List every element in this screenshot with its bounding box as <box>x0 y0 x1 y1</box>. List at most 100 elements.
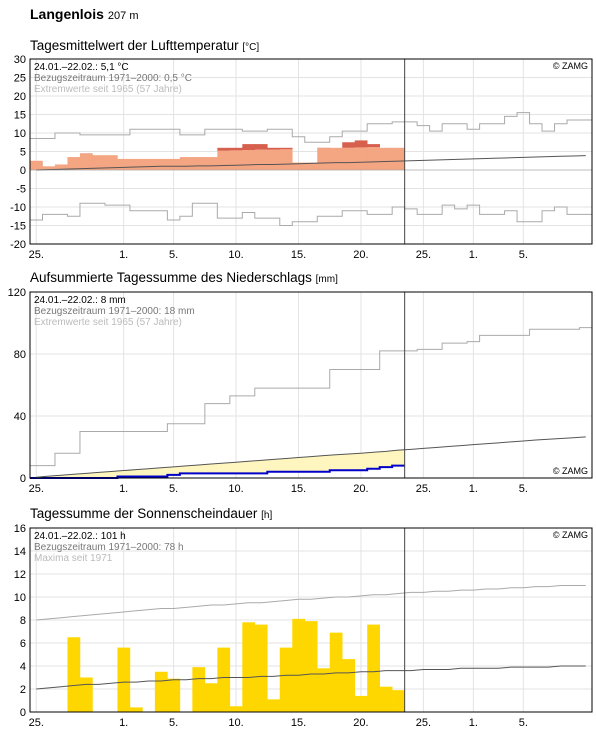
sun-y-tick-label: 10 <box>14 592 26 604</box>
sun-frame <box>29 527 593 713</box>
temp-day-bar <box>242 150 256 170</box>
sun-legend-line-1: Bezugszeitraum 1971–2000: 78 h <box>34 542 184 553</box>
sun-maxima-line <box>36 585 586 621</box>
precip-x-tick-label: 15. <box>291 483 306 495</box>
sun-day-bar <box>67 637 81 712</box>
sun-day-bar <box>217 647 231 712</box>
temp-day-bar <box>204 157 218 170</box>
temp-day-bar <box>217 150 231 170</box>
sun-day-bar <box>254 624 268 712</box>
sun-x-tick-label: 1. <box>119 717 128 729</box>
sun-day-bar <box>154 671 168 712</box>
precip-x-tick-label: 20. <box>353 483 368 495</box>
sun-copyright: © ZAMG <box>553 530 588 540</box>
sun-y-tick-label: 4 <box>20 661 26 673</box>
sun-day-bar <box>342 659 356 712</box>
temp-day-bar <box>192 157 206 170</box>
temp-day-bar <box>79 153 93 170</box>
sun-day-bar <box>292 618 306 712</box>
temp-y-tick-label: -5 <box>16 184 26 196</box>
sun-y-tick-label: 14 <box>14 546 26 558</box>
precip-x-tick-label: 1. <box>119 483 128 495</box>
precip-reference-line <box>36 436 586 478</box>
sun-day-bar <box>167 678 181 712</box>
temp-day-bar <box>292 162 306 170</box>
temp-frame <box>29 58 593 245</box>
temp-day-bar <box>142 158 156 170</box>
sun-day-bar <box>129 707 143 712</box>
temp-x-tick-label: 5. <box>169 249 178 261</box>
sun-day-bar <box>79 677 93 712</box>
temp-day-bar <box>92 155 106 170</box>
temp-y-tick-label: -15 <box>10 221 26 233</box>
temp-title-unit: [°C] <box>242 42 260 53</box>
precip-legend-line-1: Bezugszeitraum 1971–2000: 18 mm <box>34 306 195 317</box>
temp-y-tick-label: 15 <box>14 110 26 122</box>
precip-title-text: Aufsummierte Tagessumme des Niederschlag… <box>30 270 312 285</box>
temp-day-bar <box>367 144 380 148</box>
sun-x-tick-label: 25. <box>29 717 44 729</box>
temp-y-tick-label: 25 <box>14 73 26 85</box>
sun-day-bar <box>317 668 331 712</box>
station-header: Langenlois 207 m <box>30 6 138 22</box>
precip-x-tick-label: 5. <box>519 483 528 495</box>
temp-day-bar <box>242 144 256 151</box>
temp-reference-line <box>36 155 586 171</box>
sun-y-tick-label: 16 <box>14 523 26 535</box>
precip-extreme-line <box>30 327 592 467</box>
sun-day-bar <box>279 647 293 712</box>
temp-day-bar <box>67 157 81 170</box>
station-elevation: 207 m <box>107 10 139 22</box>
sun-title-unit: [h] <box>261 510 273 521</box>
temp-day-bar <box>329 147 343 170</box>
sun-day-bar <box>379 686 393 712</box>
temp-x-tick-label: 20. <box>353 249 368 261</box>
temp-chart-title: Tagesmittelwert der Lufttemperatur [°C] <box>30 38 259 53</box>
sun-day-bar <box>304 621 318 712</box>
temp-x-tick-label: 10. <box>228 249 243 261</box>
temp-day-bar <box>104 155 118 170</box>
temp-x-tick-label: 15. <box>291 249 306 261</box>
temp-y-tick-label: -10 <box>10 202 26 214</box>
temp-day-bar <box>379 147 393 170</box>
temp-day-bar <box>54 164 68 170</box>
temp-day-bar <box>392 147 405 170</box>
temp-legend-line-0: 24.01.–22.02.: 5,1 °C <box>34 62 129 73</box>
temp-y-tick-label: 5 <box>20 147 26 159</box>
temp-day-bar <box>42 166 56 170</box>
temp-day-bar <box>354 147 368 170</box>
sun-x-tick-label: 25. <box>416 717 431 729</box>
temp-legend-line-2: Extremwerte seit 1965 (57 Jahre) <box>34 84 182 95</box>
sun-x-tick-label: 1. <box>469 717 478 729</box>
sun-legend-line-0: 24.01.–22.02.: 101 h <box>34 531 126 542</box>
temp-extreme-max-line <box>30 112 592 143</box>
sun-chart: 0 2 4 6 8 10 12 14 16 25. 1. 5. 10. 15. 20. 25. 1. 5. 24.0… <box>14 523 593 729</box>
sun-day-bar <box>392 690 405 712</box>
temp-day-bar <box>254 149 268 170</box>
temp-x-tick-label: 1. <box>119 249 128 261</box>
station-name: Langenlois <box>30 6 104 22</box>
sun-x-tick-label: 5. <box>169 717 178 729</box>
sun-y-tick-label: 6 <box>20 638 26 650</box>
temp-y-tick-label: 10 <box>14 128 26 140</box>
precip-x-tick-label: 25. <box>29 483 44 495</box>
temp-copyright: © ZAMG <box>553 61 588 71</box>
temp-x-tick-label: 25. <box>416 249 431 261</box>
temp-day-bar <box>129 158 143 170</box>
temp-y-tick-label: -20 <box>10 239 26 251</box>
temp-day-bar <box>167 158 181 170</box>
sun-day-bar <box>354 695 368 712</box>
temp-day-bar <box>267 149 281 170</box>
temp-day-bar <box>317 148 331 170</box>
sun-day-bar <box>192 667 206 712</box>
precip-legend-line-2: Extremwerte seit 1965 (57 Jahre) <box>34 317 182 328</box>
sun-day-bar <box>117 647 131 712</box>
sun-day-bar <box>229 706 243 712</box>
precip-frame <box>29 291 593 479</box>
sun-title-text: Tagessumme der Sonnenscheindauer <box>30 506 258 521</box>
temp-day-bar <box>342 147 356 170</box>
temp-y-tick-label: 0 <box>20 165 26 177</box>
precip-y-tick-label: 40 <box>14 411 26 423</box>
